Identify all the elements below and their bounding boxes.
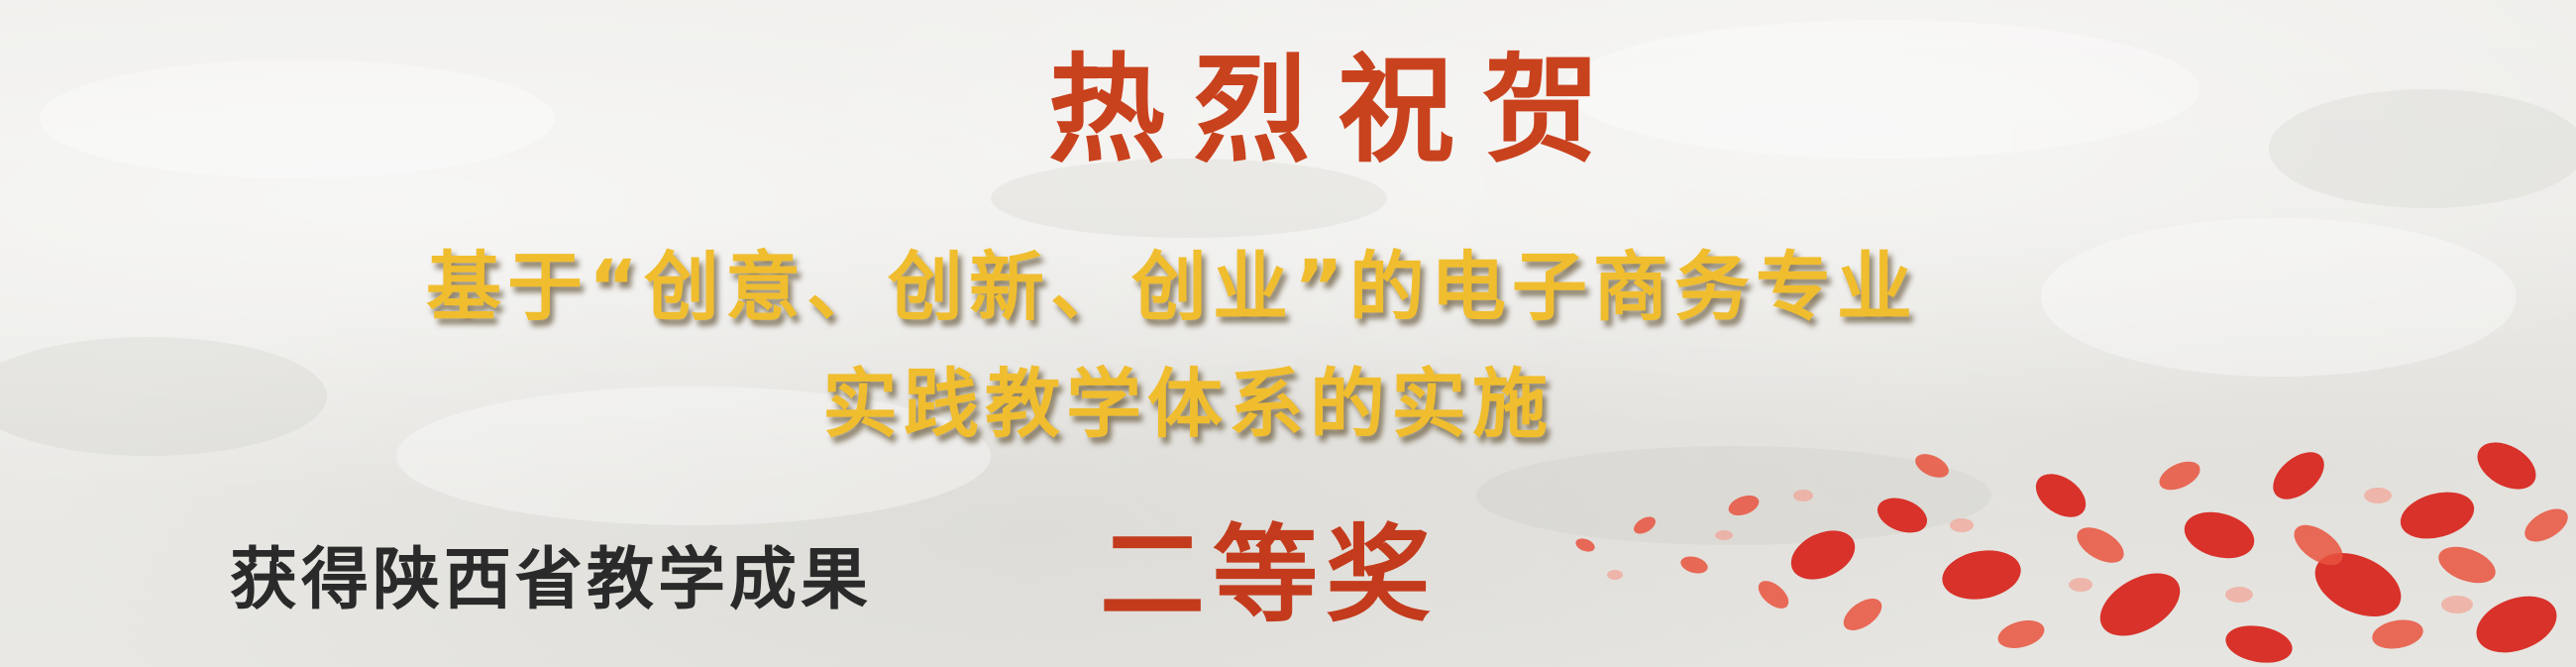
award-prefix-text: 获得陕西省教学成果 (230, 541, 873, 619)
rose-petals-icon (1575, 442, 2568, 663)
project-title-line-1: 基于“创意、创新、创业”的电子商务专业 (426, 243, 1918, 331)
project-title-line-2: 实践教学体系的实施 (822, 360, 1554, 448)
award-level-text: 二等奖 (1100, 514, 1439, 636)
headline-congratulations: 热烈祝贺 (1047, 42, 1627, 178)
